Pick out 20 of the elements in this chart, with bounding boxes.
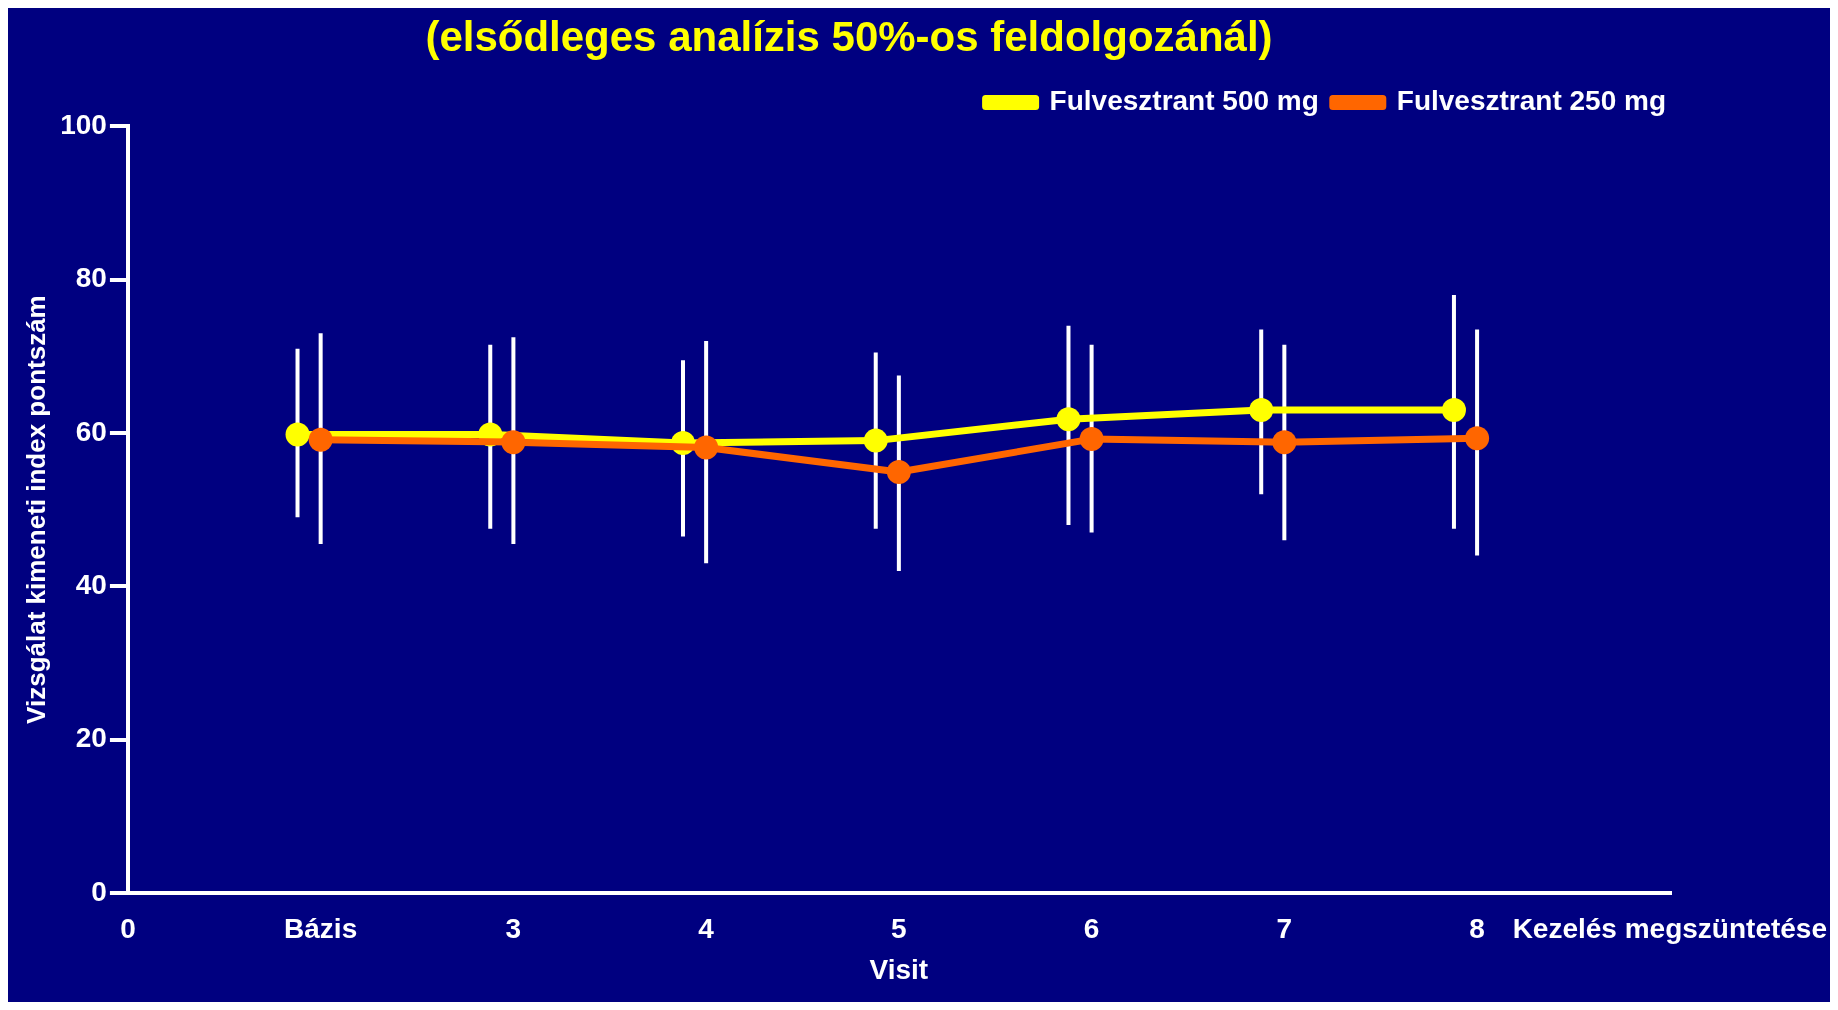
y-tick-label: 0 — [91, 875, 107, 907]
x-tick-label: Bázis — [284, 913, 358, 945]
legend-label: Fulvesztrant 500 mg — [1049, 85, 1319, 117]
y-tick-label: 20 — [75, 722, 107, 754]
x-tick-label: 4 — [698, 913, 715, 945]
x-tick-label: Kezelés megszüntetése — [1512, 913, 1827, 945]
y-tick-label: 40 — [75, 568, 107, 600]
chart-title: (elsődleges analízis 50%-os feldolgozánál) — [425, 12, 1273, 60]
y-tick-label: 100 — [60, 109, 107, 141]
x-tick-label: 0 — [120, 913, 136, 945]
legend-label: Fulvesztrant 250 mg — [1396, 85, 1666, 117]
x-axis-title: Visit — [869, 953, 929, 985]
x-tick-label: 7 — [1276, 913, 1293, 945]
x-tick-label: 6 — [1083, 913, 1100, 945]
x-tick-label: 8 — [1469, 913, 1485, 945]
y-tick-label: 80 — [75, 262, 107, 294]
y-tick-label: 60 — [75, 415, 107, 447]
x-tick-label: 5 — [891, 913, 907, 945]
y-axis-title: Vizsgálat kimeneti index pontszám — [20, 295, 51, 724]
x-tick-label: 3 — [505, 913, 522, 945]
